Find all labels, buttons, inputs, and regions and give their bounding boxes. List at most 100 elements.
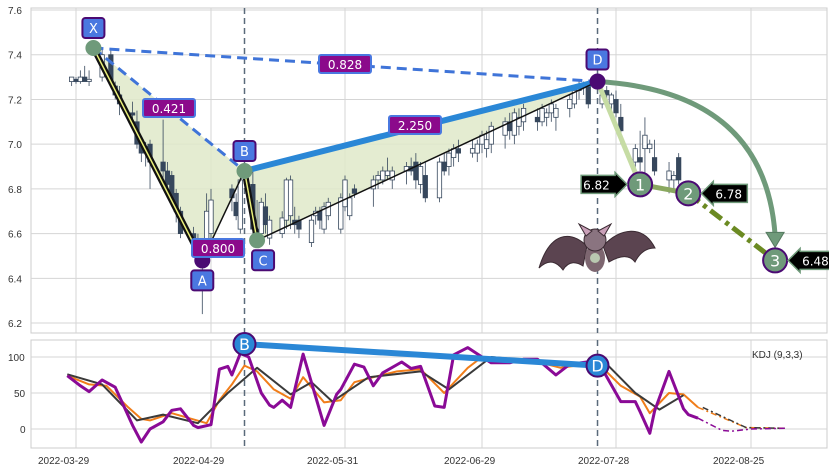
candle — [267, 219, 273, 239]
vertex-D — [589, 73, 606, 90]
x-tick-label: 2022-06-29 — [444, 456, 496, 467]
candle — [567, 99, 573, 109]
candle — [441, 161, 447, 172]
candle — [608, 94, 614, 105]
ratio-label-box — [318, 54, 372, 74]
bat-wing-right — [602, 230, 656, 263]
kdj-marker-B — [232, 332, 257, 357]
kdj-legend: KDJ (9,3,3) — [752, 350, 803, 361]
vertex-C — [249, 232, 266, 249]
x-tick-label: 2022-03-29 — [38, 456, 90, 467]
x-tick-label: 2022-08-25 — [713, 456, 765, 467]
vertex-label: A — [198, 274, 207, 289]
bat-head — [583, 228, 607, 252]
vertex-label: D — [593, 54, 603, 69]
kdj-marker-label: B — [239, 335, 250, 354]
target-price-tag — [580, 170, 629, 199]
vertex-label-box — [232, 139, 257, 162]
candle — [338, 197, 344, 230]
candle — [666, 170, 672, 181]
target-price-tag — [787, 246, 829, 275]
vertex-label-box — [251, 249, 276, 272]
candle — [534, 116, 541, 123]
candle — [544, 112, 550, 118]
candle — [539, 107, 545, 123]
xd-dashed-line — [93, 46, 598, 84]
target-price-label: 6.48 — [802, 254, 829, 268]
candle — [347, 197, 353, 217]
x-tick-label: 2022-04-29 — [173, 456, 225, 467]
candle — [375, 175, 381, 181]
candle — [384, 170, 391, 176]
candle — [258, 201, 264, 235]
target-path-1 — [595, 80, 643, 186]
arrowhead-icon — [765, 231, 785, 249]
candle — [73, 78, 79, 82]
y-tick-label: 7.0 — [8, 140, 22, 151]
candle — [380, 170, 386, 181]
vertex-label-box — [585, 48, 610, 71]
target-price-label: 6.82 — [583, 178, 610, 192]
vertex-label: C — [259, 254, 268, 269]
target-price-label: 6.78 — [715, 187, 742, 201]
candle — [671, 175, 677, 181]
candle — [632, 148, 638, 163]
bat-icon — [538, 222, 656, 272]
y-tick-label: 7.2 — [8, 95, 22, 106]
vertex-X — [85, 40, 102, 57]
candle — [484, 139, 490, 150]
kdj-marker-D — [585, 353, 610, 378]
ratio-label-box — [142, 98, 196, 118]
vertex-B — [236, 162, 253, 179]
candle — [618, 116, 624, 132]
ratio-label: 0.828 — [328, 58, 362, 72]
candle — [436, 161, 443, 199]
candle — [237, 179, 243, 230]
candle — [511, 112, 517, 136]
candle — [651, 157, 658, 172]
candle — [488, 125, 494, 145]
candle — [647, 143, 653, 150]
kdj-y-tick-label: 100 — [8, 353, 25, 364]
target-path-3 — [686, 191, 777, 263]
candle — [130, 112, 136, 116]
y-tick-label: 6.6 — [8, 230, 22, 241]
candle — [317, 210, 323, 221]
candle — [553, 107, 559, 118]
target-price-tag — [700, 179, 749, 208]
candle — [283, 179, 289, 221]
kdj-y-tick-label: 0 — [20, 425, 26, 436]
y-tick-label: 6.8 — [8, 185, 22, 196]
candle — [321, 206, 327, 230]
candle — [548, 103, 554, 114]
y-tick-label: 6.2 — [8, 319, 22, 330]
pattern-fill-bcd — [244, 81, 598, 241]
candle — [233, 201, 239, 217]
vertex-label: X — [89, 22, 98, 37]
candle — [287, 179, 294, 217]
vertex-label: B — [240, 145, 249, 160]
bat-ears — [577, 222, 613, 237]
ratio-label: 0.421 — [152, 102, 186, 116]
bc-line-core — [243, 170, 258, 241]
candle — [160, 161, 166, 172]
candle — [446, 152, 452, 167]
ratio-label-box — [191, 238, 245, 258]
ratio-label-box — [388, 115, 442, 135]
kdj-divergence-line — [244, 341, 598, 369]
ratio-label: 2.250 — [398, 119, 432, 133]
candle — [585, 85, 591, 105]
candle — [325, 201, 331, 217]
candle — [86, 78, 92, 82]
candle — [262, 206, 269, 226]
y-tick-label: 7.4 — [8, 51, 22, 62]
candle — [279, 217, 285, 234]
candle — [455, 148, 461, 154]
xa-line-core — [92, 47, 203, 261]
candle — [642, 134, 648, 150]
x-tick-label: 2022-05-31 — [307, 456, 359, 467]
candle — [613, 99, 619, 114]
candle — [351, 188, 358, 194]
candle — [342, 179, 348, 208]
